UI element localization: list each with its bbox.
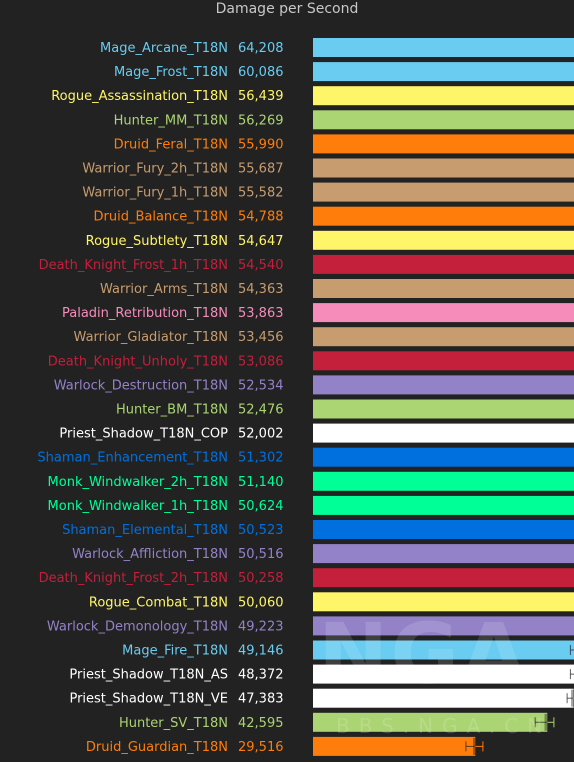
bar-name-label: Monk_Windwalker_2h_T18N: [48, 475, 228, 490]
bar: [313, 736, 476, 756]
bar-value-label: 49,146: [238, 644, 284, 659]
bar-name-label: Shaman_Elemental_T18N: [62, 523, 228, 538]
bar-value-label: 51,140: [238, 475, 284, 490]
bar: [313, 38, 574, 57]
bar: [313, 640, 574, 660]
bar: [313, 471, 574, 491]
bar-name-label: Shaman_Enhancement_T18N: [37, 451, 228, 466]
bar: [313, 254, 574, 274]
bar: [313, 495, 574, 515]
bar-name-label: Mage_Frost_T18N: [114, 65, 228, 80]
bar-name-label: Rogue_Assassination_T18N: [51, 89, 228, 104]
bar: [313, 375, 574, 395]
bar-name-label: Monk_Windwalker_1h_T18N: [48, 499, 228, 514]
bar: [313, 327, 574, 347]
bar: [313, 206, 574, 226]
bar-value-label: 47,383: [238, 692, 284, 707]
bar-value-label: 49,223: [238, 619, 284, 634]
bar-value-label: 55,990: [238, 137, 284, 152]
bar-value-label: 50,624: [238, 499, 284, 514]
bar-value-label: 52,002: [238, 427, 284, 442]
bar-name-label: Druid_Feral_T18N: [114, 137, 228, 152]
bar: [313, 399, 574, 419]
bar: [313, 86, 574, 106]
bar-name-label: Warrior_Gladiator_T18N: [74, 330, 228, 345]
bar-value-label: 52,476: [238, 403, 284, 418]
bar-value-label: 53,086: [238, 354, 284, 369]
bar-name-label: Paladin_Retribution_T18N: [62, 306, 228, 321]
bar-name-label: Hunter_BM_T18N: [116, 403, 228, 418]
bar-name-label: Warlock_Destruction_T18N: [54, 378, 228, 393]
bar-value-label: 52,534: [238, 378, 284, 393]
bar: [313, 303, 574, 323]
bar: [313, 62, 574, 82]
bar-name-label: Warrior_Arms_T18N: [100, 282, 228, 297]
bar-value-label: 56,269: [238, 113, 284, 128]
bar-value-label: 54,540: [238, 258, 284, 273]
bar: [313, 134, 574, 154]
bar: [313, 712, 548, 732]
bar-value-label: 50,523: [238, 523, 284, 538]
bar-name-label: Hunter_SV_T18N: [119, 716, 228, 731]
bar-value-label: 55,687: [238, 162, 284, 177]
bar-name-label: Warlock_Demonology_T18N: [47, 619, 228, 634]
bar-value-label: 48,372: [238, 668, 284, 683]
bar-name-label: Druid_Balance_T18N: [93, 210, 228, 225]
bar: [313, 279, 574, 298]
bar: [313, 616, 574, 636]
bar-name-label: Warrior_Fury_2h_T18N: [82, 162, 228, 177]
bar-name-label: Rogue_Subtlety_T18N: [86, 234, 228, 249]
bar-name-label: Priest_Shadow_T18N_AS: [69, 668, 228, 683]
bar-value-label: 53,863: [238, 306, 284, 321]
bar-name-label: Rogue_Combat_T18N: [89, 595, 228, 610]
bar: [313, 544, 574, 564]
bar: [313, 520, 574, 539]
bar-value-label: 50,060: [238, 595, 284, 610]
bar: [313, 158, 574, 178]
bar-value-label: 50,516: [238, 547, 284, 562]
bar-value-label: 29,516: [238, 740, 284, 755]
bar-name-label: Warrior_Fury_1h_T18N: [82, 186, 228, 201]
bar-name-label: Death_Knight_Frost_1h_T18N: [39, 258, 228, 273]
bar-value-label: 60,086: [238, 65, 284, 80]
bar: [313, 568, 574, 588]
bar: [313, 230, 574, 250]
bar-name-label: Mage_Arcane_T18N: [100, 41, 228, 56]
bar: [313, 110, 574, 130]
bar-name-label: Death_Knight_Unholy_T18N: [48, 354, 228, 369]
bar-name-label: Mage_Fire_T18N: [122, 644, 228, 659]
bar-value-label: 42,595: [238, 716, 284, 731]
bar: [313, 592, 574, 612]
chart-title: Damage per Second: [215, 1, 359, 17]
bar-value-label: 54,363: [238, 282, 284, 297]
bar: [313, 423, 574, 443]
bar-value-label: 54,647: [238, 234, 284, 249]
bar: [313, 664, 574, 684]
bar-name-label: Druid_Guardian_T18N: [86, 740, 228, 755]
bar-name-label: Death_Knight_Frost_2h_T18N: [39, 571, 228, 586]
bar-value-label: 64,208: [238, 41, 284, 56]
bar-name-label: Priest_Shadow_T18N_VE: [69, 692, 228, 707]
bar: [313, 447, 574, 467]
bar-value-label: 50,258: [238, 571, 284, 586]
bar-value-label: 54,788: [238, 210, 284, 225]
bar-name-label: Hunter_MM_T18N: [114, 113, 228, 128]
bar-value-label: 51,302: [238, 451, 284, 466]
bar-value-label: 56,439: [238, 89, 284, 104]
bar: [313, 351, 574, 371]
bar: [313, 182, 574, 202]
bar-value-label: 53,456: [238, 330, 284, 345]
bar-name-label: Warlock_Affliction_T18N: [72, 547, 228, 562]
bar-name-label: Priest_Shadow_T18N_COP: [59, 427, 228, 442]
bar: [313, 688, 574, 708]
bar-value-label: 55,582: [238, 186, 284, 201]
